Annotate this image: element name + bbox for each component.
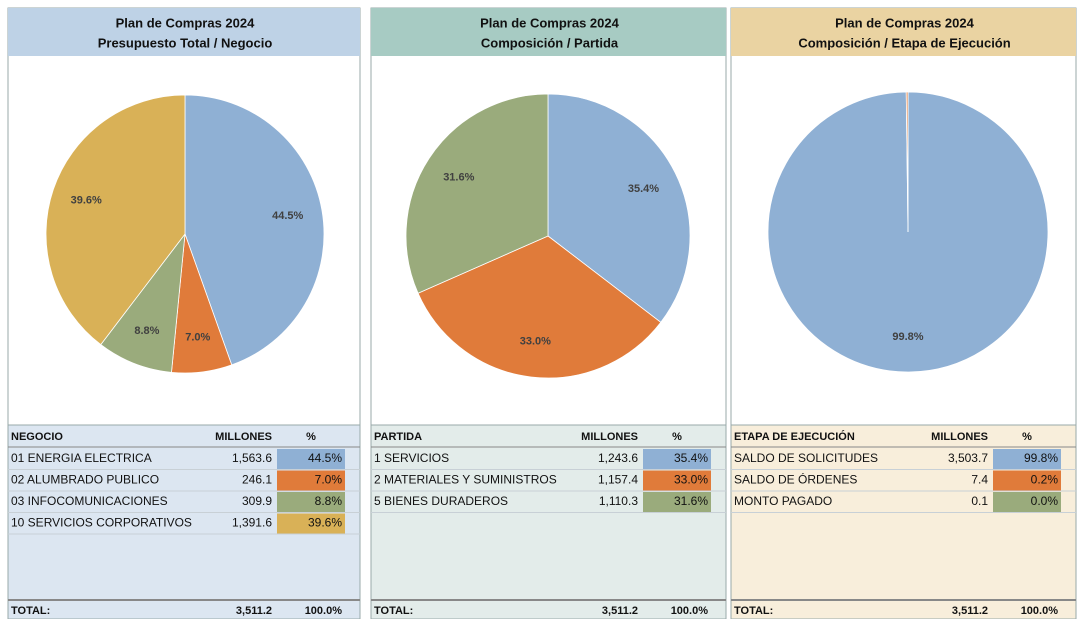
data-label: 44.5% [272, 210, 303, 222]
total-label: TOTAL: [374, 605, 413, 617]
table-header: MILLONES [215, 431, 272, 443]
total-label: TOTAL: [11, 605, 50, 617]
category-label: 02 ALUMBRADO PUBLICO [11, 473, 159, 487]
total-amount: 3,511.2 [602, 605, 638, 617]
data-label: 35.4% [628, 183, 659, 195]
category-label: 1 SERVICIOS [374, 451, 449, 465]
table-header: ETAPA DE EJECUCIÓN [734, 430, 855, 443]
category-label: 03 INFOCOMUNICACIONES [11, 494, 168, 508]
percent-cell [993, 470, 1061, 491]
total-label: TOTAL: [734, 605, 773, 617]
data-label: 31.6% [443, 172, 474, 184]
percent: 0.2% [1031, 473, 1059, 487]
category-label: 10 SERVICIOS CORPORATIVOS [11, 516, 192, 530]
total-amount: 3,511.2 [236, 605, 272, 617]
table-header: NEGOCIO [11, 431, 63, 443]
percent-cell [643, 449, 711, 469]
data-label: 99.8% [892, 331, 923, 343]
percent-cell [643, 492, 711, 512]
panel-title: Plan de Compras 2024 [835, 15, 974, 30]
total-amount: 3,511.2 [952, 605, 988, 617]
percent: 44.5% [308, 451, 342, 465]
percent: 99.8% [1024, 451, 1058, 465]
percent-cell [277, 492, 345, 512]
panel-title: Plan de Compras 2024 [480, 15, 619, 30]
amount: 1,391.6 [232, 516, 272, 530]
data-label: 7.0% [185, 331, 210, 343]
amount: 309.9 [242, 494, 272, 508]
data-label: 39.6% [71, 195, 102, 207]
pie-slice [405, 93, 549, 294]
table-header: PARTIDA [374, 431, 422, 443]
amount: 246.1 [242, 473, 272, 487]
data-label: 33.0% [520, 336, 551, 348]
percent: 39.6% [308, 516, 342, 530]
panel-subtitle: Presupuesto Total / Negocio [98, 35, 273, 50]
percent: 31.6% [674, 494, 708, 508]
percent: 35.4% [674, 451, 708, 465]
category-label: 01 ENERGIA ELECTRICA [11, 451, 152, 465]
percent-cell [277, 449, 345, 469]
panel-header [731, 8, 1076, 56]
category-label: 5 BIENES DURADEROS [374, 494, 508, 508]
total-percent: 100.0% [1021, 605, 1059, 617]
pie-slice [547, 93, 691, 323]
amount: 1,110.3 [599, 494, 638, 508]
percent-cell [277, 513, 345, 534]
amount: 7.4 [971, 473, 988, 487]
table-header: % [672, 431, 682, 443]
total-percent: 100.0% [671, 605, 709, 617]
table-header: MILLONES [581, 431, 638, 443]
amount: 3,503.7 [948, 451, 988, 465]
percent-cell [993, 492, 1061, 512]
panel-subtitle: Composición / Partida [481, 35, 619, 50]
total-percent: 100.0% [305, 605, 343, 617]
panel-title: Plan de Compras 2024 [116, 15, 255, 30]
percent-cell [643, 470, 711, 491]
table-header: MILLONES [931, 431, 988, 443]
amount: 1,563.6 [232, 451, 272, 465]
pie-slice [417, 235, 662, 379]
category-label: MONTO PAGADO [734, 494, 832, 508]
panel-header [371, 8, 726, 56]
panel-header [8, 8, 360, 56]
percent: 7.0% [315, 473, 343, 487]
pie-slice [45, 94, 186, 346]
data-label: 8.8% [134, 325, 159, 337]
category-label: 2 MATERIALES Y SUMINISTROS [374, 473, 557, 487]
percent: 33.0% [674, 473, 708, 487]
panel-subtitle: Composición / Etapa de Ejecución [798, 35, 1010, 50]
table-header: % [1022, 431, 1032, 443]
amount: 0.1 [971, 494, 988, 508]
category-label: SALDO DE SOLICITUDES [734, 451, 878, 465]
percent-cell [993, 449, 1061, 469]
percent: 0.0% [1031, 494, 1059, 508]
table-header: % [306, 431, 316, 443]
category-label: SALDO DE ÓRDENES [734, 472, 857, 487]
amount: 1,157.4 [598, 473, 638, 487]
pie-slice [184, 94, 325, 366]
amount: 1,243.6 [598, 451, 638, 465]
percent-cell [277, 470, 345, 491]
percent: 8.8% [315, 494, 343, 508]
